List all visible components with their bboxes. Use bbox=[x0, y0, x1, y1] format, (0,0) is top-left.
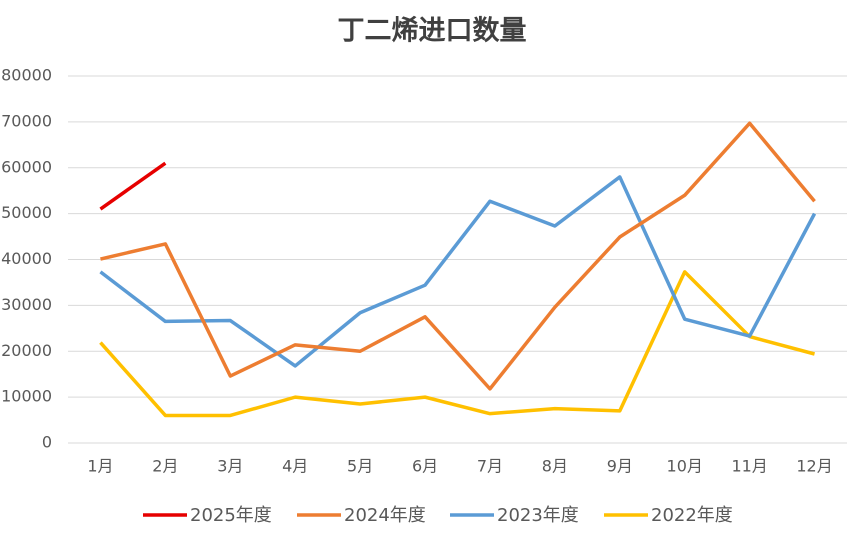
x-tick-label: 4月 bbox=[282, 457, 308, 476]
legend-label: 2024年度 bbox=[344, 505, 426, 526]
y-tick-label: 40000 bbox=[1, 249, 52, 268]
x-tick-label: 9月 bbox=[607, 457, 633, 476]
x-tick-label: 11月 bbox=[731, 457, 767, 476]
y-tick-label: 60000 bbox=[1, 157, 52, 176]
x-tick-label: 1月 bbox=[87, 457, 113, 476]
x-tick-label: 3月 bbox=[217, 457, 243, 476]
legend-label: 2025年度 bbox=[190, 505, 272, 526]
x-tick-label: 2月 bbox=[152, 457, 178, 476]
series-line bbox=[100, 121, 816, 391]
x-tick-label: 10月 bbox=[667, 457, 703, 476]
x-tick-label: 12月 bbox=[796, 457, 832, 476]
y-tick-label: 80000 bbox=[1, 66, 52, 85]
y-tick-label: 50000 bbox=[1, 203, 52, 222]
legend-label: 2023年度 bbox=[497, 505, 579, 526]
y-tick-label: 70000 bbox=[1, 111, 52, 130]
y-tick-label: 10000 bbox=[1, 387, 52, 406]
x-tick-label: 8月 bbox=[542, 457, 568, 476]
series-line bbox=[99, 270, 815, 418]
y-tick-label: 20000 bbox=[1, 341, 52, 360]
chart-title: 丁二烯进口数量 bbox=[338, 16, 527, 47]
y-tick-label: 30000 bbox=[1, 295, 52, 314]
y-tick-label: 0 bbox=[42, 433, 52, 452]
x-tick-label: 6月 bbox=[412, 457, 438, 476]
x-tick-label: 7月 bbox=[477, 457, 503, 476]
series-line bbox=[99, 175, 817, 368]
series-line bbox=[99, 161, 167, 211]
legend-label: 2022年度 bbox=[651, 505, 733, 526]
x-tick-label: 5月 bbox=[347, 457, 373, 476]
